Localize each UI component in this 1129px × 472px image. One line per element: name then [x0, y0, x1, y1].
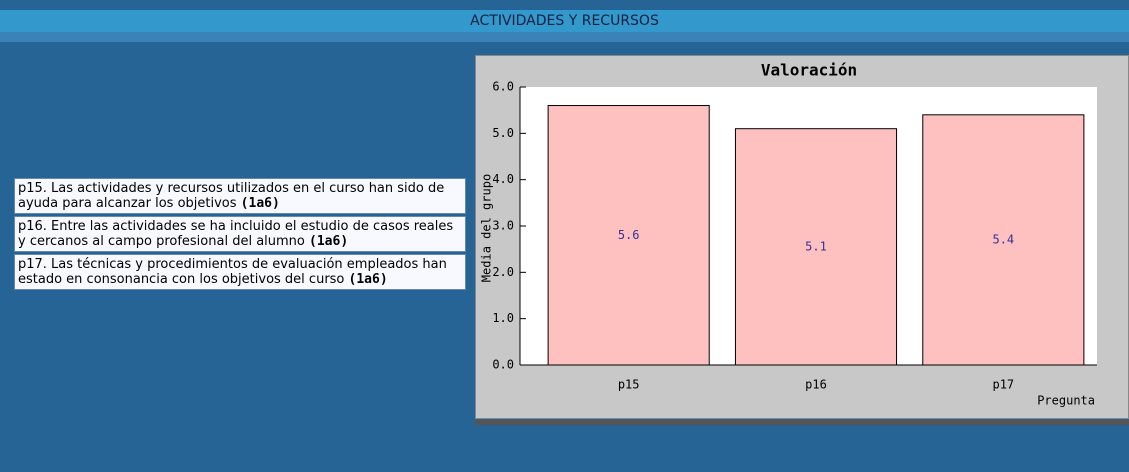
x-axis-label: Pregunta — [1037, 394, 1095, 408]
x-tick-label: p16 — [805, 378, 827, 392]
x-tick-label: p17 — [992, 378, 1014, 392]
question-text: p17. Las técnicas y procedimientos de ev… — [18, 257, 447, 287]
y-tick-label: 0.0 — [492, 358, 514, 372]
x-tick-label: p15 — [618, 378, 640, 392]
bar — [922, 114, 1085, 366]
question-code: (1a6) — [348, 272, 388, 287]
y-axis-label: Media del grupo — [480, 174, 494, 282]
y-tick-label: 1.0 — [492, 311, 514, 325]
y-tick-label: 4.0 — [492, 172, 514, 186]
question: p15. Las actividades y recursos utilizad… — [14, 178, 466, 214]
question-list: p15. Las actividades y recursos utilizad… — [14, 178, 466, 292]
y-tick-label: 2.0 — [492, 265, 514, 279]
question: p16. Entre las actividades se ha incluid… — [14, 216, 466, 252]
y-tick-label: 3.0 — [492, 219, 514, 233]
y-tick-label: 5.0 — [492, 126, 514, 140]
question-text: p15. Las actividades y recursos utilizad… — [18, 181, 445, 211]
chart: Valoración Media del grupo Pregunta 0.0 1… — [475, 55, 1129, 425]
header-strip — [0, 32, 1129, 42]
y-tick-label: 6.0 — [492, 80, 514, 94]
value-label: 5.4 — [992, 232, 1014, 246]
question: p17. Las técnicas y procedimientos de ev… — [14, 254, 466, 290]
question-code: (1a6) — [309, 234, 349, 249]
value-label: 5.1 — [805, 239, 827, 253]
value-label: 5.6 — [618, 228, 640, 242]
shadow — [475, 420, 1129, 425]
chart-title: Valoración — [761, 61, 857, 80]
bar — [734, 128, 898, 366]
section-header: ACTIVIDADES Y RECURSOS — [0, 10, 1129, 32]
question-text: p16. Entre las actividades se ha incluid… — [18, 219, 454, 249]
question-code: (1a6) — [240, 196, 280, 211]
bar — [547, 105, 710, 366]
